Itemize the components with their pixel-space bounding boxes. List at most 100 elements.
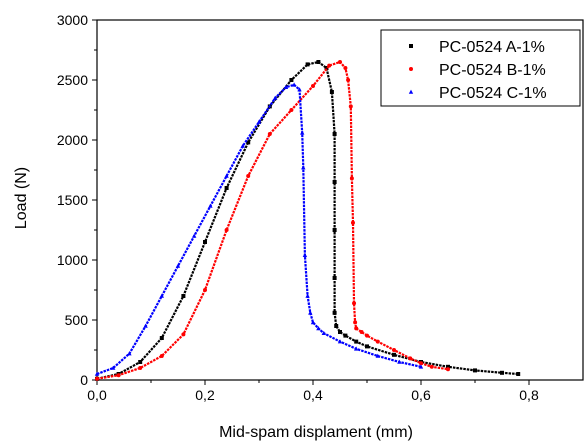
legend-marker <box>409 44 413 48</box>
data-point <box>289 108 294 112</box>
legend-box <box>380 29 581 107</box>
y-tick-label: 2000 <box>57 132 88 148</box>
series-line <box>96 83 422 376</box>
data-point <box>273 95 278 100</box>
data-point <box>143 323 148 328</box>
data-point <box>397 359 402 364</box>
legend: PC-0524 A-1% PC-0524 B-1% PC-0524 C-1% <box>380 29 581 107</box>
data-point <box>283 84 289 89</box>
data-point <box>181 294 186 298</box>
data-point <box>332 276 337 280</box>
data-point <box>94 371 100 376</box>
data-point <box>289 78 294 82</box>
data-point <box>138 366 143 370</box>
data-point <box>332 132 337 136</box>
y-tick-label: 1500 <box>57 192 88 208</box>
y-tick-label: 500 <box>65 312 89 328</box>
data-point <box>337 339 343 344</box>
data-point <box>159 336 164 340</box>
x-tick-label: 0,6 <box>411 387 431 403</box>
y-axis: 0 500 1000 1500 2000 2500 3000 <box>57 12 97 388</box>
data-point <box>332 180 337 184</box>
data-point <box>329 90 334 94</box>
data-point <box>338 330 342 334</box>
data-point <box>311 84 315 88</box>
data-point <box>327 63 332 68</box>
data-point <box>352 301 357 306</box>
data-point <box>240 143 245 148</box>
data-point <box>256 119 262 124</box>
series-line <box>96 60 449 380</box>
x-tick-label: 0,8 <box>519 387 539 403</box>
data-point <box>375 353 380 358</box>
data-point <box>375 339 380 344</box>
data-point <box>159 354 164 358</box>
series-layer <box>94 60 521 381</box>
series-1 <box>95 60 450 381</box>
x-tick-label: 0,2 <box>195 387 215 403</box>
data-point <box>354 326 359 331</box>
data-point <box>300 130 305 135</box>
x-axis: 0,0 0,2 0,4 0,6 0,8 <box>87 380 539 403</box>
x-tick-label: 0,0 <box>87 387 107 403</box>
data-point <box>446 364 450 369</box>
series-0 <box>95 60 521 381</box>
data-point <box>359 330 364 334</box>
data-point <box>446 367 450 372</box>
data-point <box>473 368 477 373</box>
data-point <box>408 356 413 361</box>
data-point <box>208 203 213 208</box>
data-point <box>516 372 521 376</box>
data-point <box>192 233 197 238</box>
data-point <box>365 344 369 349</box>
data-point <box>181 332 186 337</box>
data-point <box>203 240 207 244</box>
data-point <box>308 310 313 315</box>
data-point <box>429 364 434 369</box>
data-point <box>297 87 302 92</box>
data-point <box>350 220 355 225</box>
data-point <box>316 326 321 331</box>
data-point <box>365 333 369 338</box>
y-tick-label: 2500 <box>57 72 88 88</box>
y-tick-label: 3000 <box>57 12 88 28</box>
data-point <box>338 60 342 64</box>
y-axis-title: Load (N) <box>13 167 30 229</box>
data-point <box>354 339 359 344</box>
data-point <box>349 176 354 181</box>
data-point <box>343 333 348 338</box>
data-point <box>418 364 424 369</box>
data-point <box>353 320 358 325</box>
data-point <box>302 252 308 257</box>
data-point <box>305 293 310 298</box>
data-point <box>419 361 423 366</box>
data-point <box>500 370 504 375</box>
legend-marker <box>409 67 413 71</box>
data-point <box>324 66 329 70</box>
data-point <box>291 82 297 87</box>
data-point <box>392 352 396 357</box>
series-2 <box>94 82 424 376</box>
legend-label: PC-0524 C-1% <box>439 85 547 102</box>
data-point <box>138 360 143 364</box>
y-tick-label: 0 <box>80 372 88 388</box>
data-point <box>224 186 229 190</box>
data-point <box>346 78 351 82</box>
data-point <box>246 174 251 178</box>
legend-label: PC-0524 A-1% <box>439 39 545 56</box>
data-point <box>301 165 306 170</box>
data-point <box>127 351 132 356</box>
data-point <box>159 293 164 298</box>
data-point <box>392 348 396 352</box>
data-point <box>305 62 310 67</box>
data-point <box>332 310 337 315</box>
data-point <box>348 104 353 109</box>
data-point <box>175 263 181 268</box>
x-tick-label: 0,4 <box>303 387 323 403</box>
data-point <box>334 324 339 328</box>
data-point <box>224 228 229 232</box>
data-point <box>332 228 337 232</box>
data-point <box>203 288 207 292</box>
data-point <box>316 60 321 64</box>
